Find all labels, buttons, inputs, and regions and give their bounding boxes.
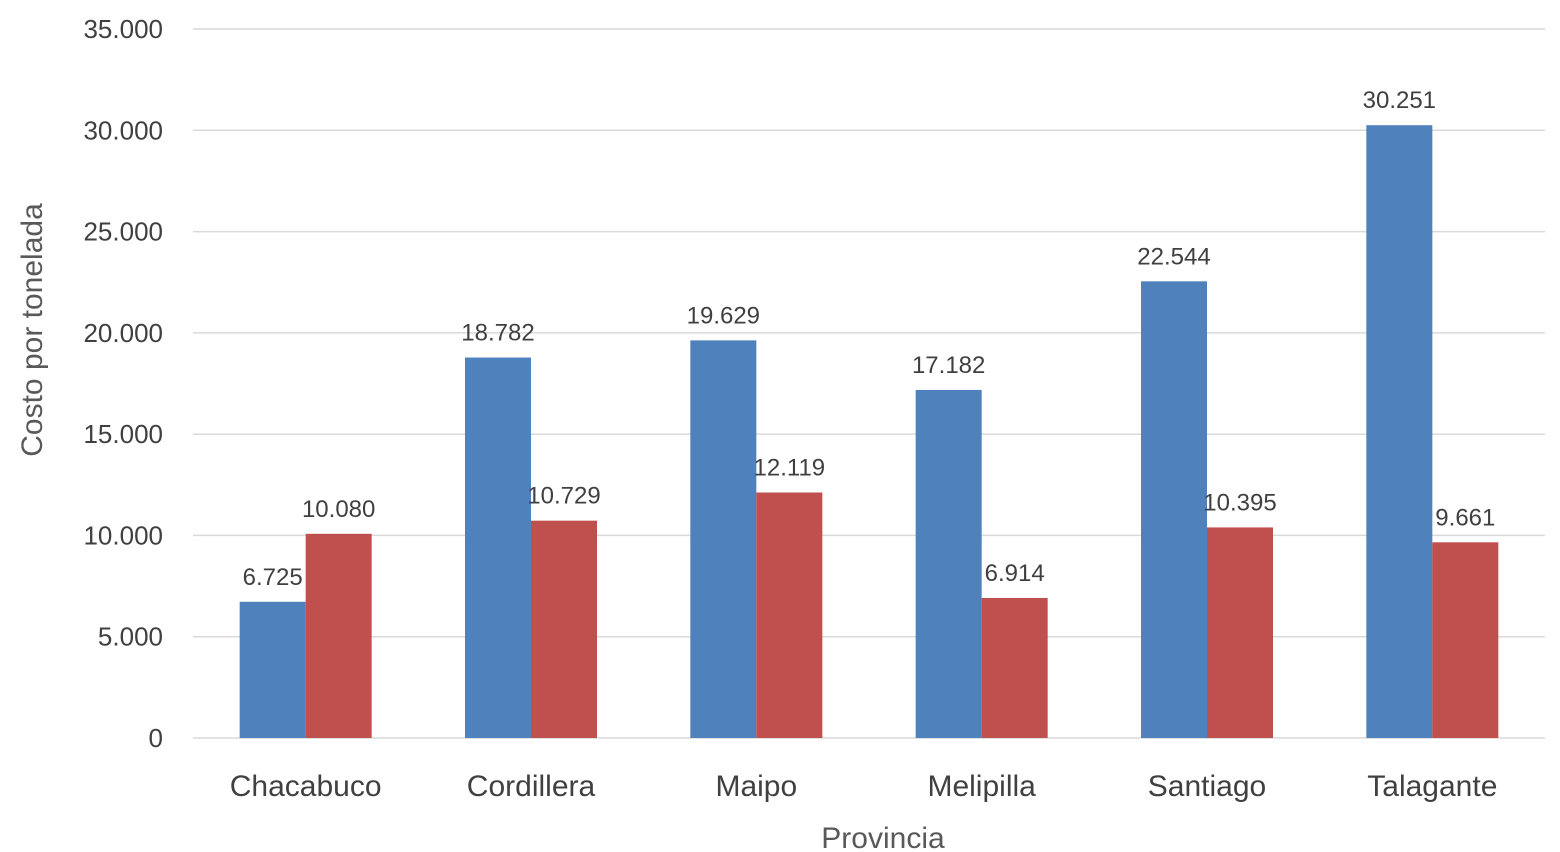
bar [756,492,823,738]
data-label: 22.544 [1137,243,1210,270]
y-tick-label: 20.000 [83,318,163,348]
x-category-label: Santiago [1148,770,1266,803]
y-tick-label: 30.000 [83,115,163,145]
bar [981,597,1048,738]
bar [1366,125,1433,738]
data-label: 17.182 [912,352,985,379]
x-axis-title: Provincia [821,822,945,852]
y-tick-label: 5.000 [98,622,163,652]
bar [1207,527,1273,738]
bar [1141,281,1207,738]
data-label: 6.914 [985,560,1045,587]
x-category-label: Talagante [1367,770,1497,803]
data-label: 30.251 [1363,87,1436,114]
data-label: 10.729 [527,483,600,510]
data-label: 10.080 [302,496,375,523]
y-axis-ticks: 0 5.000 10.000 15.000 20.000 25.000 30.000 35.0… [83,14,163,753]
bar [239,601,306,738]
data-label: 6.725 [243,564,303,591]
bar [465,357,531,738]
data-label: 10.395 [1203,489,1276,516]
x-category-label: Cordillera [467,770,596,803]
bar [305,533,372,738]
y-tick-label: 35.000 [83,14,163,44]
y-tick-label: 25.000 [83,217,163,247]
x-category-label: Chacabuco [230,770,382,803]
y-axis-title: Costo por tonelada [16,203,49,457]
bars [239,125,1499,738]
x-category-label: Maipo [715,770,797,803]
bar [1432,542,1499,738]
bar [531,520,597,738]
data-labels: 6.725 10.080 18.782 10.729 19.629 12.119 17.18… [243,87,1496,591]
data-label: 18.782 [461,320,534,347]
gridlines [193,28,1545,739]
data-label: 19.629 [687,302,760,329]
y-tick-label: 15.000 [83,419,163,449]
data-label: 9.661 [1435,504,1495,531]
y-tick-label: 10.000 [83,520,163,550]
x-category-label: Melipilla [927,770,1036,803]
y-tick-label: 0 [149,723,163,753]
data-label: 12.119 [754,455,826,482]
bar [690,340,757,738]
x-axis-categories: Chacabuco Cordillera Maipo Melipilla Santiag… [230,770,1498,803]
bar [915,389,982,738]
